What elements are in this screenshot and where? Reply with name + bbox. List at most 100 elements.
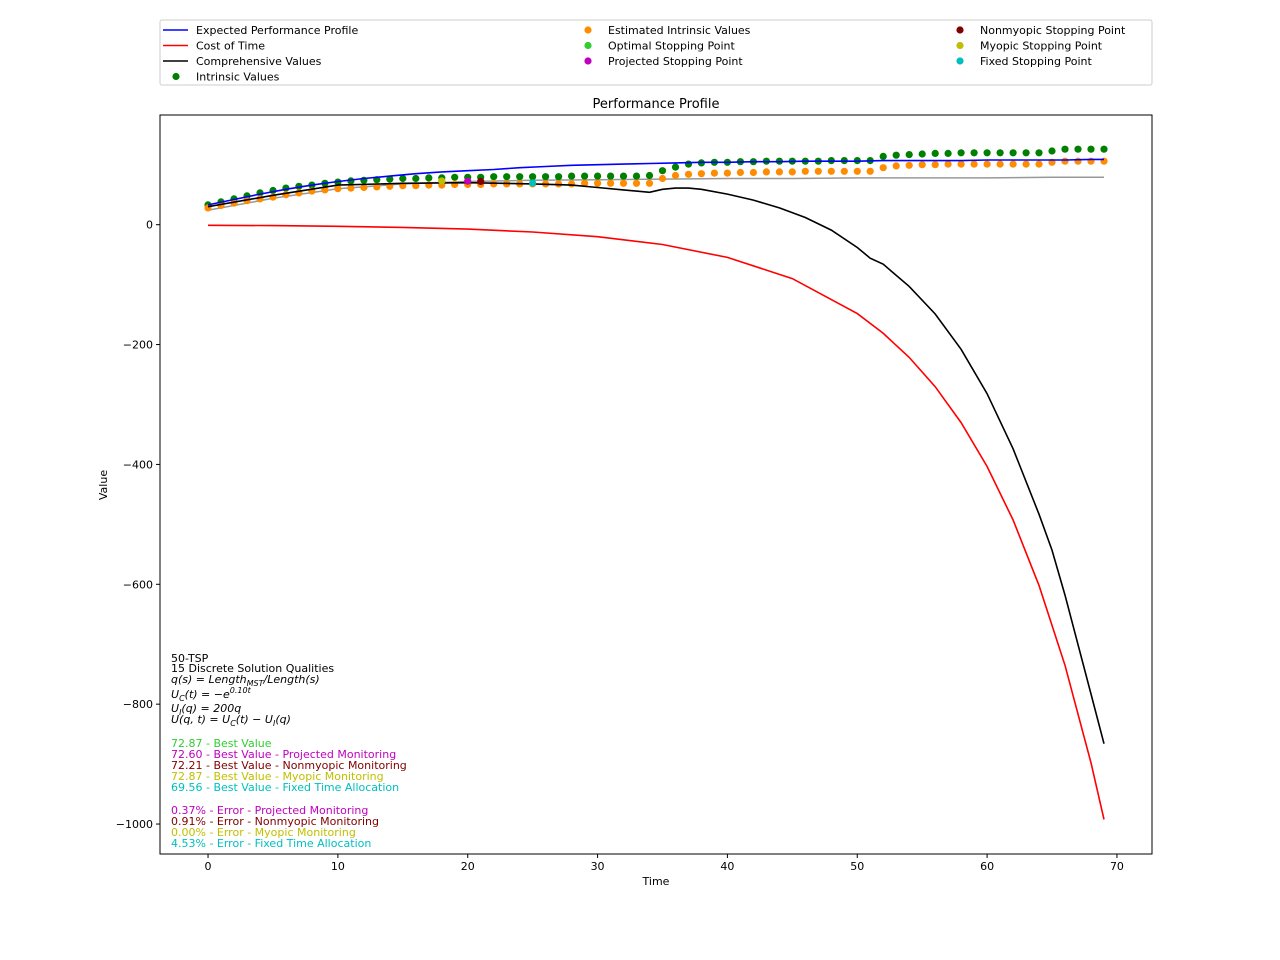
annotation-error: 0.37% - Error - Projected Monitoring bbox=[171, 804, 368, 817]
intrinsic-values-point bbox=[386, 175, 394, 183]
intrinsic-values-point bbox=[542, 173, 550, 181]
projected-stopping-point-marker bbox=[464, 177, 472, 185]
annotation-best-value: 69.56 - Best Value - Fixed Time Allocati… bbox=[171, 781, 399, 794]
myopic-stopping-point-marker bbox=[438, 177, 446, 185]
intrinsic-values-point bbox=[632, 172, 641, 180]
legend-swatch-myopic-stopping-point bbox=[956, 41, 964, 50]
intrinsic-values-point bbox=[399, 174, 407, 183]
estimated-intrinsic-values-point bbox=[1009, 160, 1017, 168]
estimated-intrinsic-values-point bbox=[334, 185, 342, 193]
intrinsic-values-point bbox=[1009, 149, 1017, 157]
intrinsic-values-point bbox=[555, 173, 563, 181]
estimated-intrinsic-values-point bbox=[762, 168, 771, 176]
comprehensive-values-line bbox=[207, 181, 1105, 744]
estimated-intrinsic-values-point bbox=[853, 167, 861, 175]
estimated-intrinsic-values-point bbox=[944, 160, 952, 168]
intrinsic-values-point bbox=[944, 149, 952, 157]
estimated-intrinsic-values-point bbox=[451, 180, 459, 189]
intrinsic-values-point bbox=[568, 172, 576, 180]
estimated-intrinsic-values-point bbox=[918, 161, 926, 169]
intrinsic-values-point bbox=[1035, 149, 1043, 157]
legend-label-projected-stopping-point: Projected Stopping Point bbox=[608, 55, 743, 68]
intrinsic-values-point bbox=[425, 174, 433, 182]
annotation-problem: 50-TSP bbox=[171, 652, 209, 665]
estimated-intrinsic-values-point bbox=[814, 167, 822, 175]
legend-swatch-nonmyopic-stopping-point bbox=[956, 26, 964, 34]
y-tick-label: −600 bbox=[123, 578, 153, 591]
estimated-intrinsic-values-point bbox=[905, 161, 913, 169]
legend-swatch-fixed-stopping-point bbox=[956, 57, 964, 65]
intrinsic-values-point bbox=[996, 149, 1004, 157]
estimated-intrinsic-values-point bbox=[204, 204, 212, 212]
x-tick-label: 20 bbox=[461, 860, 475, 873]
intrinsic-values-point bbox=[970, 149, 978, 157]
intrinsic-values-point bbox=[983, 149, 991, 157]
annotation-best-value: 72.87 - Best Value bbox=[171, 737, 272, 750]
legend-label-intrinsic-values: Intrinsic Values bbox=[196, 71, 280, 84]
intrinsic-values-point bbox=[931, 149, 939, 157]
legend-label-myopic-stopping-point: Myopic Stopping Point bbox=[980, 40, 1103, 53]
y-axis-ticks: 0 −200 −400 −600 −800 −1000 bbox=[116, 219, 160, 831]
legend: Expected Performance Profile Cost of Time… bbox=[159, 19, 1153, 86]
estimated-intrinsic-values-point bbox=[957, 160, 965, 168]
intrinsic-values-point bbox=[957, 149, 965, 157]
intrinsic-values-point bbox=[892, 151, 900, 159]
intrinsic-values-point bbox=[1100, 145, 1108, 153]
expected-performance-profile-line bbox=[207, 158, 1104, 206]
estimated-intrinsic-values-point bbox=[723, 169, 732, 177]
intrinsic-values-point bbox=[684, 160, 693, 168]
estimated-intrinsic-values-point bbox=[607, 179, 615, 187]
estimated-intrinsic-values-point bbox=[347, 184, 355, 192]
estimated-intrinsic-values-point bbox=[970, 160, 978, 168]
estimated-intrinsic-values-point bbox=[775, 168, 784, 176]
intrinsic-values-point bbox=[490, 173, 498, 181]
y-axis-label: Value bbox=[97, 470, 110, 500]
annotation-errors: 0.37% - Error - Projected Monitoring0.91… bbox=[171, 804, 379, 850]
legend-label-nonmyopic-stopping-point: Nonmyopic Stopping Point bbox=[980, 24, 1126, 37]
intrinsic-values-point bbox=[1087, 145, 1095, 153]
estimated-intrinsic-values-point bbox=[594, 179, 602, 187]
intrinsic-values-point bbox=[1022, 149, 1030, 157]
estimated-intrinsic-values-point bbox=[892, 162, 900, 170]
y-tick-label: 0 bbox=[146, 219, 153, 232]
legend-swatch-estimated-intrinsic-values bbox=[584, 26, 592, 34]
intrinsic-values-point bbox=[1048, 147, 1056, 155]
x-axis-label: Time bbox=[642, 875, 670, 888]
estimated-intrinsic-values-point bbox=[684, 170, 693, 178]
intrinsic-values-point bbox=[1061, 145, 1069, 153]
legend-label-fixed-stopping-point: Fixed Stopping Point bbox=[980, 55, 1092, 68]
y-tick-label: −800 bbox=[123, 698, 153, 711]
estimated-intrinsic-values-point bbox=[632, 179, 641, 187]
intrinsic-values-point bbox=[412, 174, 420, 183]
legend-label-expected-performance-profile: Expected Performance Profile bbox=[196, 24, 358, 37]
annotation-best-value: 72.60 - Best Value - Projected Monitorin… bbox=[171, 748, 396, 761]
x-tick-label: 40 bbox=[720, 860, 734, 873]
legend-swatch-projected-stopping-point bbox=[584, 57, 592, 65]
x-axis-ticks: 0 10 20 30 40 50 60 70 bbox=[205, 854, 1124, 873]
intrinsic-values-point bbox=[619, 172, 628, 180]
estimated-intrinsic-values-point bbox=[931, 161, 939, 169]
intrinsic-values-point bbox=[671, 163, 680, 171]
x-tick-label: 70 bbox=[1110, 860, 1124, 873]
intrinsic-values-point bbox=[607, 172, 615, 180]
legend-label-optimal-stopping-point: Optimal Stopping Point bbox=[608, 40, 736, 53]
estimated-intrinsic-values-point bbox=[1061, 157, 1069, 165]
estimated-intrinsic-values-point bbox=[840, 167, 848, 175]
estimated-intrinsic-values-point bbox=[866, 167, 874, 175]
legend-label-comprehensive-values: Comprehensive Values bbox=[196, 55, 322, 68]
cost-of-time-line bbox=[207, 224, 1105, 820]
estimated-intrinsic-values-point bbox=[373, 183, 381, 191]
estimated-intrinsic-values-point bbox=[360, 183, 368, 192]
annotation-best-value: 72.21 - Best Value - Nonmyopic Monitorin… bbox=[171, 759, 407, 772]
fixed-stopping-point-marker bbox=[529, 179, 537, 187]
intrinsic-values-point bbox=[451, 173, 459, 181]
legend-frame bbox=[159, 19, 1153, 86]
y-tick-label: −400 bbox=[123, 458, 153, 471]
intrinsic-values-point bbox=[905, 151, 913, 159]
intrinsic-values-point bbox=[594, 172, 602, 180]
estimated-intrinsic-values-point bbox=[801, 167, 809, 175]
estimated-intrinsic-values-point bbox=[645, 179, 654, 187]
annotation-block: 50-TSP 15 Discrete Solution Qualities q(… bbox=[171, 652, 407, 850]
intrinsic-values-point bbox=[879, 152, 887, 160]
plot-series bbox=[204, 145, 1108, 820]
